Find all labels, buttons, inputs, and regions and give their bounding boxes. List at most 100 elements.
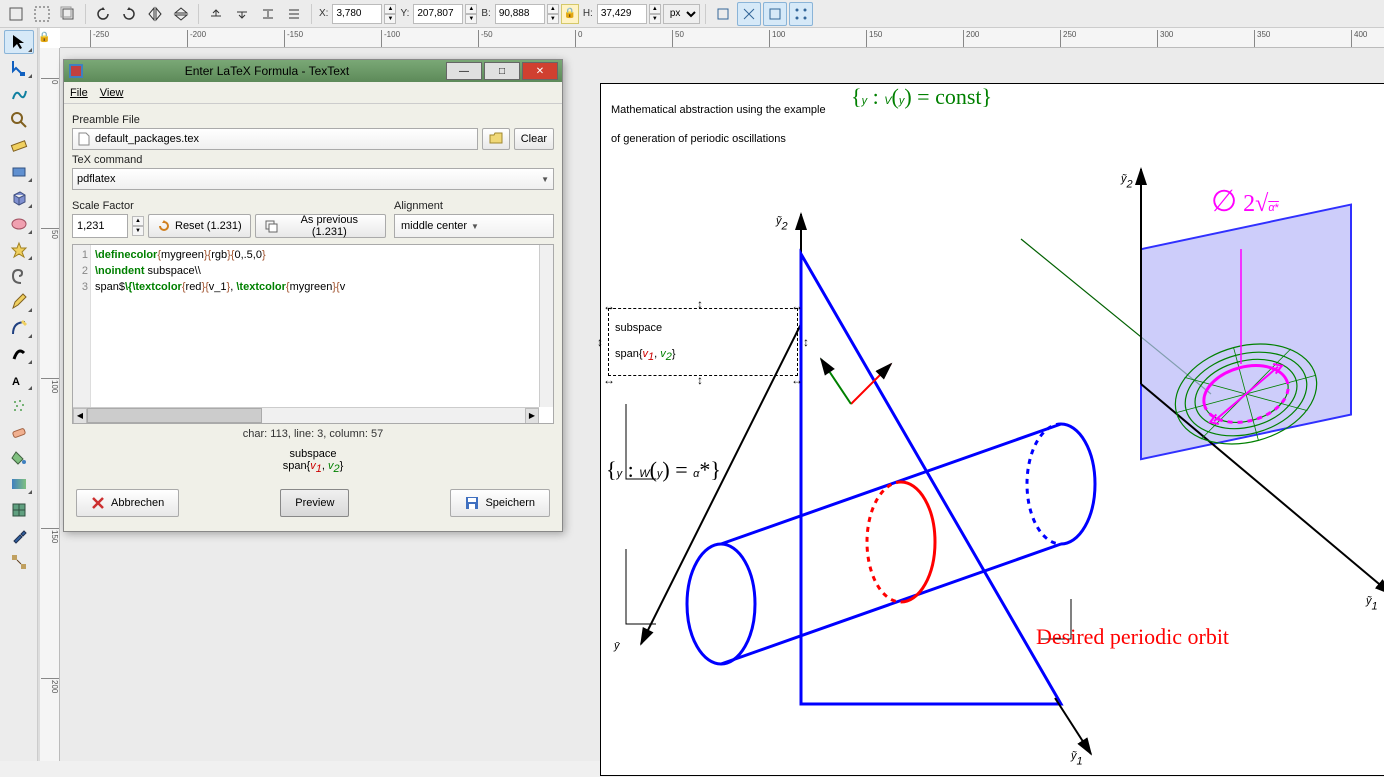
browse-button[interactable] bbox=[482, 128, 510, 150]
pencil-tool[interactable] bbox=[4, 290, 34, 314]
top-toolbar: X: ▲▼ Y: ▲▼ B: ▲▼ 🔒 H: ▲▼ px bbox=[0, 0, 1384, 28]
svg-text:A: A bbox=[12, 376, 20, 388]
editor-vscrollbar[interactable] bbox=[539, 245, 553, 407]
text-tool[interactable]: A bbox=[4, 368, 34, 392]
axis-ybar: ȳ bbox=[614, 629, 620, 655]
flip-h-icon[interactable] bbox=[143, 2, 167, 26]
preview-panel: subspace span{v1, v2} bbox=[72, 444, 554, 485]
h-label: H: bbox=[583, 8, 593, 19]
mesh-tool[interactable] bbox=[4, 498, 34, 522]
lower-icon[interactable] bbox=[230, 2, 254, 26]
x-icon bbox=[91, 496, 105, 510]
editor-code[interactable]: \definecolor{mygreen}{rgb}{0,.5,0} \noin… bbox=[91, 245, 539, 407]
measure-tool[interactable] bbox=[4, 134, 34, 158]
bezier-tool[interactable] bbox=[4, 316, 34, 340]
selection-box[interactable]: subspace span{v1, v2} ↔ ↔ ↕ ↕ ↕ ↔ ↔ ↕ bbox=[608, 308, 798, 376]
gradient-tool[interactable] bbox=[4, 472, 34, 496]
transform-icon[interactable] bbox=[711, 2, 735, 26]
menu-file[interactable]: File bbox=[70, 87, 88, 99]
y-input[interactable] bbox=[413, 4, 463, 24]
raise-icon[interactable] bbox=[204, 2, 228, 26]
reset-button[interactable]: Reset (1.231) bbox=[148, 214, 251, 238]
h-spinner[interactable]: ▲▼ bbox=[649, 4, 661, 24]
preamble-label: Preamble File bbox=[72, 114, 554, 126]
tweak-tool[interactable] bbox=[4, 82, 34, 106]
editor-gutter: 123 bbox=[73, 245, 91, 407]
w-alpha-formula: {y : W(y) = α*} bbox=[606, 457, 721, 483]
axis-y2-right: ỹ2 bbox=[1121, 162, 1133, 190]
toolbar-btn-3[interactable] bbox=[56, 2, 80, 26]
ruler-horizontal: -250-200-150-100-50050100150200250300350… bbox=[60, 28, 1384, 48]
snap-2-icon[interactable] bbox=[763, 2, 787, 26]
textext-dialog: Enter LaTeX Formula - TexText — □ ✕ File… bbox=[63, 59, 563, 532]
dialog-titlebar[interactable]: Enter LaTeX Formula - TexText — □ ✕ bbox=[64, 60, 562, 82]
tex-cmd-value: pdflatex bbox=[77, 173, 116, 185]
x-input[interactable] bbox=[332, 4, 382, 24]
preview-line2: span{v1, v2} bbox=[72, 460, 554, 475]
node-tool[interactable] bbox=[4, 56, 34, 80]
unit-select[interactable]: px bbox=[663, 4, 700, 24]
undo-icon bbox=[157, 219, 171, 233]
h-input[interactable] bbox=[597, 4, 647, 24]
spray-tool[interactable] bbox=[4, 394, 34, 418]
flip-v-icon[interactable] bbox=[169, 2, 193, 26]
diameter-label: ∅ 2√α* bbox=[1211, 184, 1279, 219]
maximize-button[interactable]: □ bbox=[484, 62, 520, 80]
snap-1-icon[interactable] bbox=[737, 2, 761, 26]
rect-tool[interactable] bbox=[4, 160, 34, 184]
drawing-page[interactable]: Mathematical abstraction using the examp… bbox=[600, 83, 1384, 776]
fill-tool[interactable] bbox=[4, 446, 34, 470]
dialog-menubar: File View bbox=[64, 82, 562, 104]
dropper-tool[interactable] bbox=[4, 524, 34, 548]
align-combo[interactable]: middle center ▼ bbox=[394, 214, 554, 238]
scale-spinner[interactable]: ▲▼ bbox=[132, 216, 144, 236]
w-spinner[interactable]: ▲▼ bbox=[547, 4, 559, 24]
cancel-button[interactable]: Abbrechen bbox=[76, 489, 179, 517]
save-button[interactable]: Speichern bbox=[450, 489, 550, 517]
y-label: Y: bbox=[400, 8, 409, 19]
toolbar-btn-1[interactable] bbox=[4, 2, 28, 26]
latex-editor[interactable]: 123 \definecolor{mygreen}{rgb}{0,.5,0} \… bbox=[72, 244, 554, 424]
v-const-formula: {y : V(y) = const} bbox=[851, 84, 992, 110]
x-label: X: bbox=[319, 8, 328, 19]
preamble-file-input[interactable]: default_packages.tex bbox=[72, 128, 478, 150]
close-button[interactable]: ✕ bbox=[522, 62, 558, 80]
zoom-tool[interactable] bbox=[4, 108, 34, 132]
menu-view[interactable]: View bbox=[100, 87, 124, 99]
raise-top-icon[interactable] bbox=[256, 2, 280, 26]
connector-tool[interactable] bbox=[4, 550, 34, 574]
lock-aspect-icon[interactable]: 🔒 bbox=[561, 4, 579, 24]
snap-3-icon[interactable] bbox=[789, 2, 813, 26]
as-previous-button[interactable]: As previous (1.231) bbox=[255, 214, 386, 238]
axis-y1-right: ỹ1 bbox=[1366, 584, 1378, 612]
editor-hscrollbar[interactable]: ◀ ▶ bbox=[73, 407, 539, 423]
tool-palette: A bbox=[0, 28, 38, 761]
align-value: middle center bbox=[401, 220, 467, 232]
align-label: Alignment bbox=[394, 200, 554, 212]
file-icon bbox=[77, 132, 91, 146]
w-input[interactable] bbox=[495, 4, 545, 24]
rotate-cw-icon[interactable] bbox=[117, 2, 141, 26]
lower-bottom-icon[interactable] bbox=[282, 2, 306, 26]
chevron-down-icon: ▼ bbox=[471, 222, 479, 231]
toolbar-btn-2[interactable] bbox=[30, 2, 54, 26]
eraser-tool[interactable] bbox=[4, 420, 34, 444]
select-tool[interactable] bbox=[4, 30, 34, 54]
w-label: B: bbox=[481, 8, 490, 19]
y-spinner[interactable]: ▲▼ bbox=[465, 4, 477, 24]
circle-tool[interactable] bbox=[4, 212, 34, 236]
star-tool[interactable] bbox=[4, 238, 34, 262]
x-spinner[interactable]: ▲▼ bbox=[384, 4, 396, 24]
spiral-tool[interactable] bbox=[4, 264, 34, 288]
minimize-button[interactable]: — bbox=[446, 62, 482, 80]
scale-label: Scale Factor bbox=[72, 200, 386, 212]
preview-button[interactable]: Preview bbox=[280, 489, 349, 517]
scale-input[interactable] bbox=[72, 214, 128, 238]
calligraphy-tool[interactable] bbox=[4, 342, 34, 366]
lock-icon[interactable]: 🔒 bbox=[38, 32, 50, 43]
tex-cmd-combo[interactable]: pdflatex ▼ bbox=[72, 168, 554, 190]
preview-line1: subspace bbox=[72, 448, 554, 460]
rotate-ccw-icon[interactable] bbox=[91, 2, 115, 26]
clear-button[interactable]: Clear bbox=[514, 128, 554, 150]
box3d-tool[interactable] bbox=[4, 186, 34, 210]
